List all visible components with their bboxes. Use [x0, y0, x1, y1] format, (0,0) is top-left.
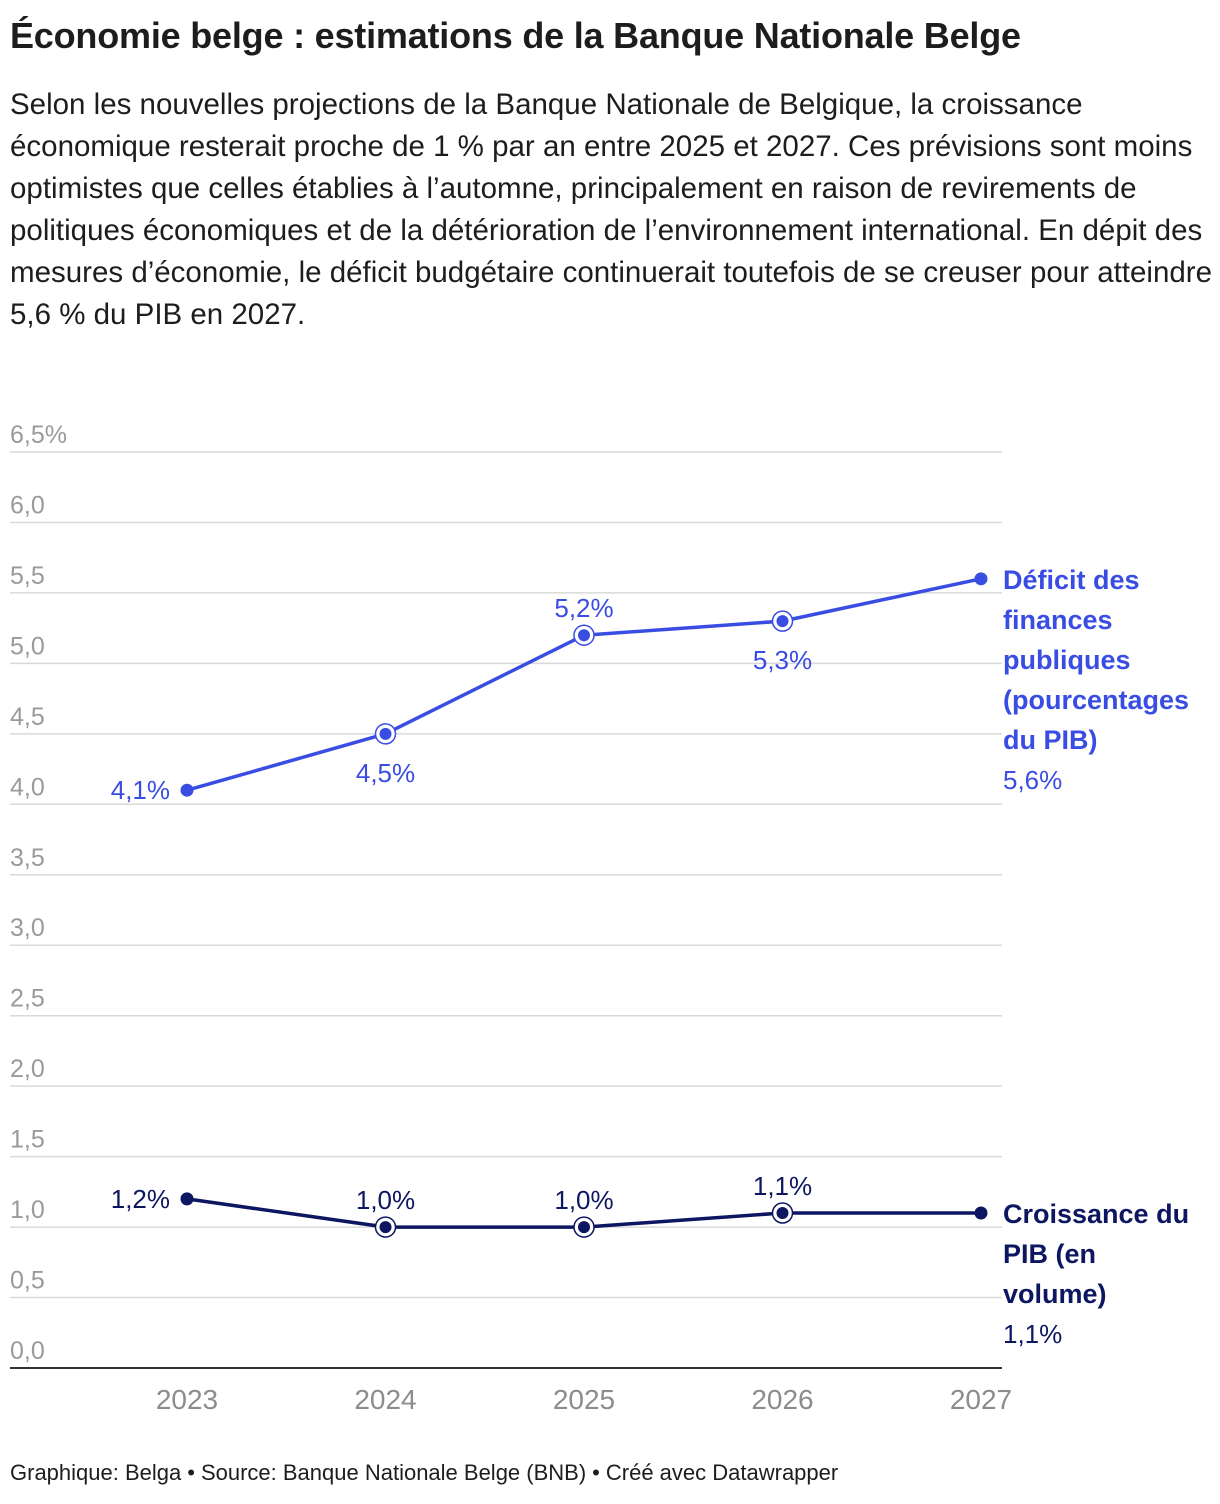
line-chart: 0,0 0,5 1,0 1,5 2,0 2,5 3,0 3,5 4,0 4,5 5,0 5,5 6,0 6…	[10, 421, 1189, 1415]
series-label: Croissance du	[1003, 1199, 1189, 1229]
x-tick-label: 2027	[950, 1384, 1012, 1415]
data-point	[776, 1206, 789, 1219]
y-tick-label: 5,5	[10, 562, 45, 590]
data-label: 4,1%	[111, 775, 170, 805]
y-tick-label: 6,5%	[10, 421, 67, 449]
series-label: volume)	[1003, 1279, 1107, 1309]
data-label: 5,6%	[1003, 765, 1062, 795]
data-label: 5,2%	[554, 593, 613, 623]
data-point	[974, 572, 988, 586]
data-point	[379, 1221, 392, 1234]
data-point	[776, 615, 789, 628]
footer-made-with: Créé avec Datawrapper	[605, 1460, 839, 1485]
y-tick-label: 2,5	[10, 985, 45, 1013]
chart-description: Selon les nouvelles projections de la Ba…	[10, 88, 1212, 331]
footer-separator: •	[187, 1460, 195, 1485]
footer-graphic-credit: Graphique: Belga	[10, 1460, 182, 1485]
data-label: 4,5%	[356, 758, 415, 788]
data-label: 5,3%	[753, 645, 812, 675]
series-label: finances	[1003, 605, 1113, 635]
y-tick-label: 0,5	[10, 1267, 45, 1295]
series-label: PIB (en	[1003, 1239, 1096, 1269]
series-label: du PIB)	[1003, 725, 1098, 755]
data-label: 1,0%	[554, 1185, 613, 1215]
y-tick-label: 4,0	[10, 773, 45, 801]
y-tick-label: 3,5	[10, 844, 45, 872]
data-label: 1,1%	[753, 1171, 812, 1201]
x-tick-label: 2023	[156, 1384, 218, 1415]
y-tick-label: 1,0	[10, 1196, 45, 1224]
x-tick-label: 2024	[354, 1384, 416, 1415]
y-tick-label: 4,5	[10, 703, 45, 731]
series-label: publiques	[1003, 645, 1131, 675]
x-tick-label: 2025	[553, 1384, 615, 1415]
data-point	[974, 1206, 988, 1220]
chart-footer: Graphique: Belga • Source: Banque National…	[10, 1460, 838, 1486]
y-tick-label: 2,0	[10, 1055, 45, 1083]
data-point	[180, 1192, 194, 1206]
series-label: Déficit des	[1003, 565, 1140, 595]
footer-source: Source: Banque Nationale Belge (BNB)	[200, 1460, 587, 1485]
y-tick-label: 1,5	[10, 1126, 45, 1154]
data-point	[578, 1221, 590, 1234]
data-label: 1,1%	[1003, 1319, 1062, 1349]
y-tick-label: 3,0	[10, 914, 45, 942]
chart-title: Économie belge : estimations de la Banqu…	[10, 15, 1021, 56]
series-label: (pourcentages	[1003, 685, 1189, 715]
data-point	[578, 629, 590, 642]
data-point	[379, 727, 392, 740]
footer-separator: •	[592, 1460, 600, 1485]
data-label: 1,2%	[111, 1184, 170, 1214]
y-tick-label: 5,0	[10, 632, 45, 660]
y-tick-label: 6,0	[10, 491, 45, 519]
x-tick-label: 2026	[751, 1384, 813, 1415]
data-label: 1,0%	[356, 1185, 415, 1215]
y-tick-label: 0,0	[10, 1337, 45, 1365]
data-point	[180, 783, 194, 797]
